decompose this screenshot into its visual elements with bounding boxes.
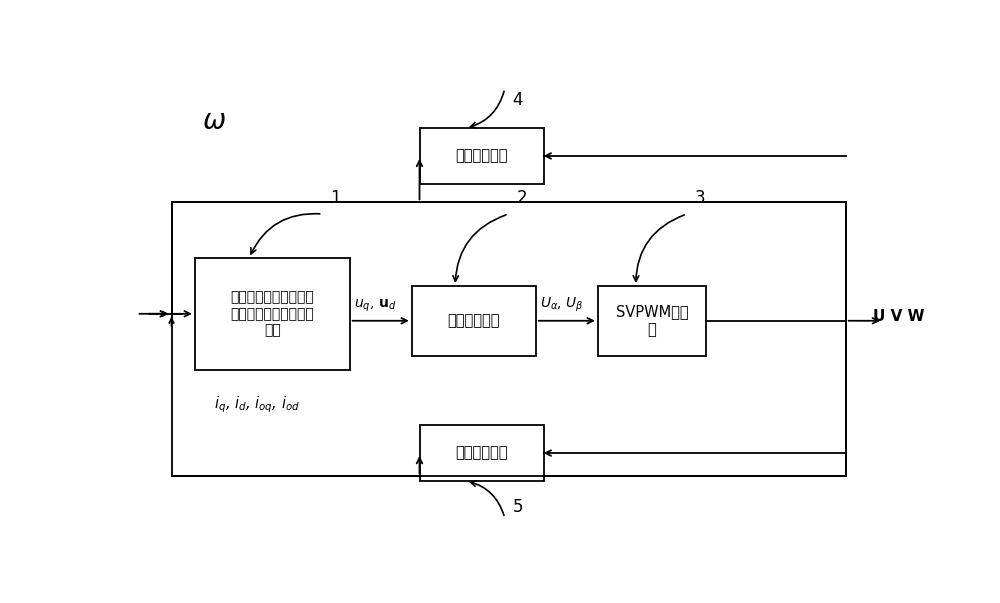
Text: $U_\alpha$, $U_\beta$: $U_\alpha$, $U_\beta$ — [540, 295, 583, 314]
Text: $\omega$: $\omega$ — [202, 107, 226, 135]
Text: 2: 2 — [516, 189, 527, 207]
Text: U V W: U V W — [873, 309, 924, 324]
Text: 转速检测单元: 转速检测单元 — [455, 148, 508, 163]
Text: 基于状态受限的永磁同
步电机模糊位置跟踪控
制器: 基于状态受限的永磁同 步电机模糊位置跟踪控 制器 — [230, 291, 314, 337]
Bar — [195, 258, 350, 370]
Text: 5: 5 — [512, 497, 523, 516]
Text: 坐标变换单元: 坐标变换单元 — [448, 314, 500, 328]
Text: 3: 3 — [695, 189, 705, 207]
Bar — [412, 286, 536, 356]
Bar — [420, 128, 544, 184]
Text: 4: 4 — [512, 91, 523, 109]
Text: SVPWM逆变
器: SVPWM逆变 器 — [616, 305, 688, 337]
Text: $i_q$, $i_d$, $i_{oq}$, $i_{od}$: $i_q$, $i_d$, $i_{oq}$, $i_{od}$ — [214, 394, 300, 415]
Text: 电流检测单元: 电流检测单元 — [455, 446, 508, 461]
Text: 1: 1 — [330, 189, 341, 207]
Bar — [598, 286, 706, 356]
Bar — [420, 425, 544, 481]
Bar — [172, 203, 846, 476]
Text: $u_q$, $\mathbf{u}_d$: $u_q$, $\mathbf{u}_d$ — [354, 297, 396, 314]
